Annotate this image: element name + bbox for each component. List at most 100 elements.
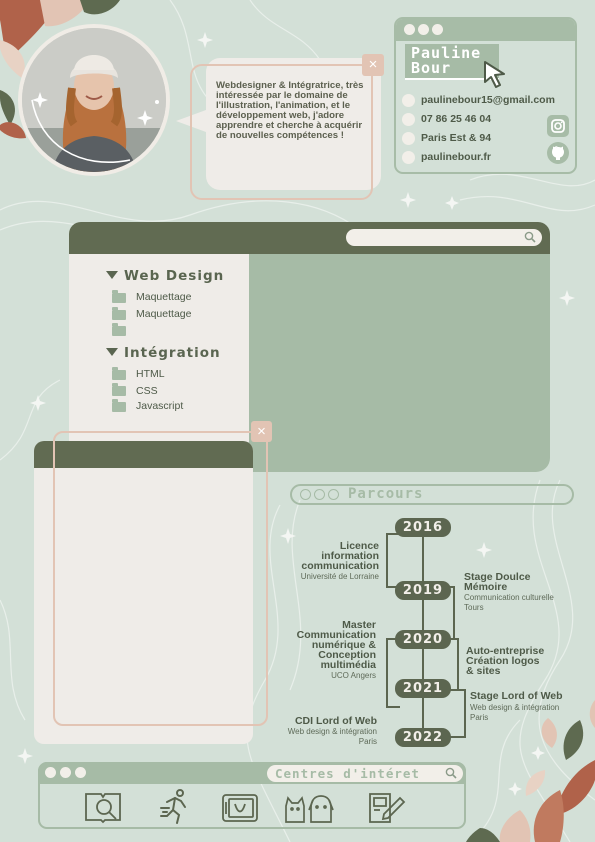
bio-text: Webdesigner & Intégratrice, très intéres… (216, 80, 364, 141)
search-icon (524, 231, 536, 243)
name-box (405, 44, 499, 80)
window-dot[interactable] (45, 767, 56, 778)
skills-preview-pane (249, 254, 550, 472)
chevron-down-icon (106, 271, 118, 279)
name: Pauline Bour (411, 46, 481, 76)
search-icon (445, 767, 457, 779)
timeline-entry-subtitle: Web design & intégration Paris (470, 703, 590, 723)
bullet (402, 132, 415, 145)
timeline-entry-title: CDI Lord of Web (294, 715, 377, 727)
line: Communication (296, 629, 376, 641)
bio-close-button[interactable]: × (362, 54, 384, 76)
line: numérique & (311, 639, 376, 651)
folder-icon (112, 399, 126, 412)
empty-window-outline (53, 431, 268, 726)
line: Stage Doulce (464, 571, 531, 583)
book-search-icon (85, 793, 121, 824)
timeline-entry-subtitle: Communication culturelle Tours (464, 593, 592, 613)
location: Paris Est & 94 (421, 132, 492, 144)
timeline-entry-title: Master Communication numérique & Concept… (260, 619, 376, 671)
line: Conception (318, 649, 376, 661)
line: communication (301, 560, 379, 572)
year-badge: 2019 (395, 581, 451, 600)
bio-bubble (206, 58, 381, 190)
folder-icon (112, 290, 126, 303)
skill-group-title: Web Design (124, 268, 225, 284)
timeline-entry-title: Stage Doulce Mémoire (464, 571, 574, 593)
parcours-header: Parcours (290, 484, 574, 505)
skill-group-integration[interactable]: Intégration (106, 345, 221, 361)
line: & sites (466, 665, 501, 677)
sketchbook-icon (369, 793, 406, 823)
window-dot[interactable] (75, 767, 86, 778)
github-icon[interactable] (547, 142, 569, 164)
line: Paris (358, 737, 377, 746)
line: Tours (464, 603, 484, 612)
phone: 07 86 25 46 04 (421, 113, 492, 125)
bullet (402, 94, 415, 107)
folder-icon (112, 307, 126, 320)
window-dot[interactable] (432, 24, 443, 35)
line: Licence (339, 540, 379, 552)
skill-item[interactable]: Maquettage (136, 291, 192, 303)
line: information (321, 550, 379, 562)
cursor-icon (484, 61, 505, 88)
close-icon: × (368, 56, 378, 73)
empty-window-title-bar (34, 441, 253, 468)
skill-item[interactable]: CSS (136, 385, 158, 397)
contact-title-bar (396, 19, 575, 41)
name-first: Pauline (411, 44, 482, 62)
window-dot (328, 489, 339, 500)
timeline-entry-title: Auto-entreprise Création logos & sites (466, 645, 576, 677)
line: Master (342, 619, 376, 631)
timeline-entry-subtitle: UCO Angers (331, 671, 376, 680)
chevron-down-icon (106, 348, 118, 356)
skill-group-webdesign[interactable]: Web Design (106, 268, 224, 284)
year-badge: 2022 (395, 728, 451, 747)
bio-frame-outline (190, 64, 373, 200)
instagram-icon[interactable] (547, 115, 569, 137)
timeline-entry-title: Licence information communication (260, 540, 379, 572)
window-dot (314, 489, 325, 500)
contact-window (394, 17, 577, 174)
photo-sparkle-decoration (31, 92, 159, 163)
parcours-title: Parcours (348, 486, 424, 502)
running-icon (160, 789, 186, 824)
line: Auto-entreprise (466, 645, 545, 657)
line: Web design & intégration (287, 727, 377, 736)
line: Paris (470, 713, 489, 722)
skills-sidebar (69, 254, 249, 442)
skill-item[interactable]: Javascript (136, 400, 184, 412)
skill-item[interactable]: Maquettage (136, 308, 192, 320)
timeline-entry-subtitle: Web design & intégration Paris (260, 727, 377, 747)
window-dot[interactable] (404, 24, 415, 35)
skill-item[interactable]: HTML (136, 368, 165, 380)
timeline-entry-title: Stage Lord of Web (470, 690, 563, 702)
name-last: Bour (411, 59, 452, 77)
interests-title: Centres d'intéret (275, 766, 420, 781)
line: multimédia (320, 659, 376, 671)
window-dot[interactable] (418, 24, 429, 35)
empty-window-close-button[interactable]: × (251, 421, 272, 442)
window-dot[interactable] (60, 767, 71, 778)
email-link[interactable]: paulinebour15@gmail.com (421, 94, 555, 106)
skills-search-input[interactable] (346, 229, 542, 246)
skill-group-title: Intégration (124, 345, 221, 361)
line: Communication culturelle (464, 593, 554, 602)
folder-icon (112, 323, 126, 336)
year-badge: 2020 (395, 630, 451, 649)
folder-icon (112, 383, 126, 396)
bullet (402, 151, 415, 164)
profile-photo (22, 28, 166, 172)
window-dot (300, 489, 311, 500)
interests-search-input[interactable]: Centres d'intéret (267, 765, 463, 782)
year-badge: 2016 (395, 518, 451, 537)
year-badge: 2021 (395, 679, 451, 698)
timeline-entry-subtitle: Université de Lorraine (300, 572, 379, 581)
folder-icon (112, 367, 126, 380)
line: Création logos (466, 655, 540, 667)
cat-dog-icon (285, 795, 334, 823)
drawing-tablet-icon (222, 794, 258, 822)
website-link[interactable]: paulinebour.fr (421, 151, 492, 163)
